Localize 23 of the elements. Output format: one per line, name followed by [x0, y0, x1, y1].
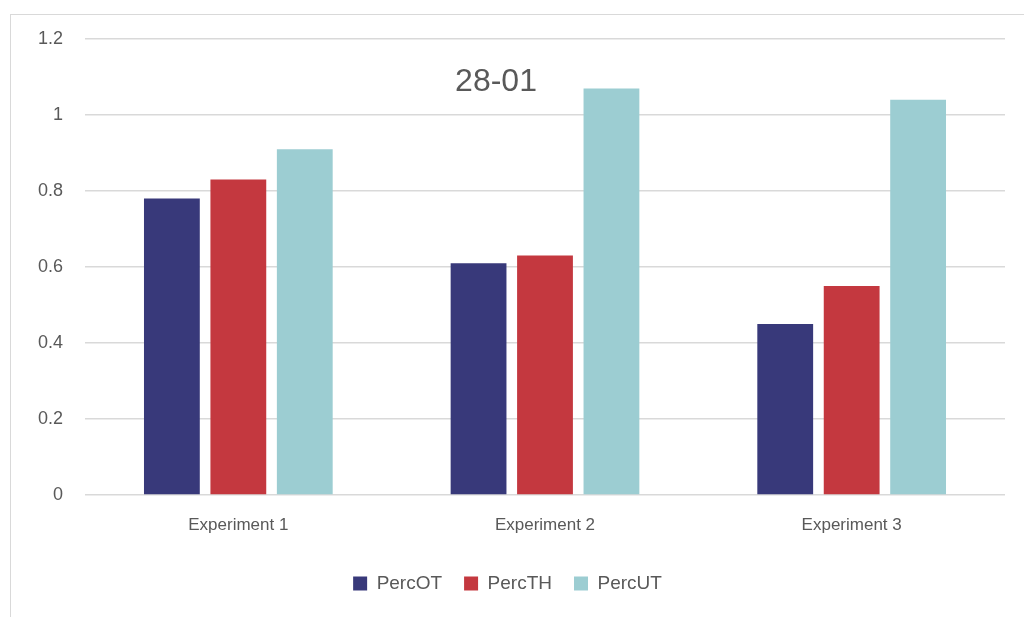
- text: 28-01: [454, 62, 538, 99]
- y-tick-label: 0.6: [37, 255, 63, 276]
- bar: [143, 198, 200, 495]
- x-tick-label: Experiment 3: [801, 514, 902, 534]
- bar: [757, 324, 814, 495]
- y-tick-label: 0.4: [37, 331, 63, 352]
- bar: [823, 286, 880, 495]
- bar: [210, 179, 267, 495]
- legend-label: PercUT: [597, 571, 663, 593]
- y-tick-label: 0.2: [37, 407, 63, 428]
- legend-label: PercTH: [487, 571, 552, 593]
- x-tick-label: Experiment 1: [188, 514, 289, 534]
- bar: [583, 88, 640, 495]
- y-tick-label: 1: [52, 103, 63, 124]
- bar: [450, 263, 507, 495]
- y-tick-label: 1.2: [37, 27, 63, 48]
- x-tick-label: Experiment 2: [494, 514, 596, 534]
- bar: [890, 99, 947, 495]
- legend-label: PercOT: [376, 571, 443, 593]
- bar: [276, 149, 333, 495]
- y-tick-label: 0: [52, 483, 63, 504]
- y-tick-label: 0.8: [37, 179, 63, 200]
- bar: [517, 255, 573, 495]
